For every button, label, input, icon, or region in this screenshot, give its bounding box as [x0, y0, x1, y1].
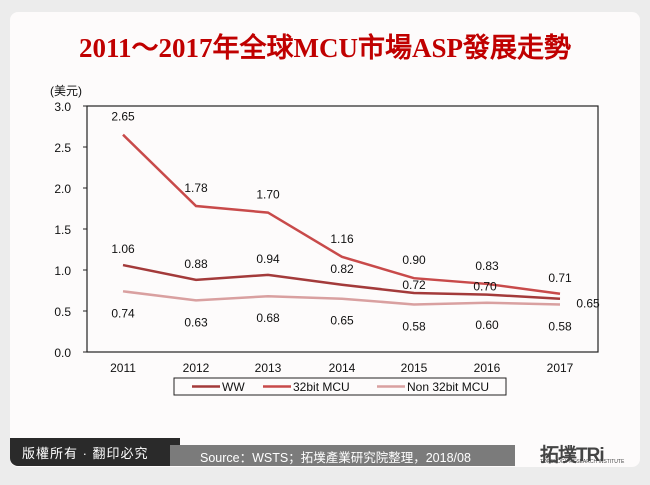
data-label: 0.68 — [256, 311, 280, 325]
data-label: 0.63 — [184, 315, 208, 329]
y-tick-label: 0.0 — [54, 346, 71, 360]
series-line-32bit-mcu — [122, 133, 561, 296]
data-label: 0.88 — [184, 257, 208, 271]
x-tick-label: 2013 — [255, 361, 282, 375]
y-tick-label: 2.0 — [54, 182, 71, 196]
source-text: Source：WSTS；拓墣產業研究院整理，2018/08 — [200, 451, 471, 465]
data-label: 2.65 — [111, 110, 135, 124]
data-label: 0.90 — [402, 253, 426, 267]
data-label: 0.74 — [111, 306, 135, 320]
x-tick-label: 2014 — [329, 361, 356, 375]
series-line-non-32bit-mcu — [122, 290, 561, 306]
logo-text: 拓墣TRi — [540, 445, 605, 466]
data-label: 1.70 — [256, 188, 280, 202]
legend-box — [173, 377, 507, 396]
y-tick-label: 2.5 — [54, 141, 71, 155]
data-label: 0.94 — [256, 252, 280, 266]
y-tick-label: 0.5 — [54, 305, 71, 319]
x-tick-label: 2012 — [183, 361, 210, 375]
y-axis-unit: (美元) — [50, 84, 82, 98]
y-tick-label: 1.5 — [54, 223, 71, 237]
data-label: 0.70 — [473, 280, 497, 294]
tri-logo: 拓墣TRi TOPOLOGY RESEARCH INSTITUTE — [540, 440, 635, 468]
x-tick-label: 2017 — [547, 361, 574, 375]
x-tick-label: 2011 — [110, 361, 136, 375]
data-label: 1.06 — [111, 242, 135, 256]
data-label: 0.71 — [548, 271, 572, 285]
source-bar — [170, 445, 515, 466]
data-label: 0.58 — [548, 319, 572, 333]
data-label: 1.16 — [330, 232, 354, 246]
data-label: 0.65 — [330, 314, 354, 328]
chart-title: 2011～2017年全球MCU市場ASP發展走勢 — [79, 33, 571, 63]
data-label: 0.60 — [475, 318, 499, 332]
x-tick-label: 2015 — [401, 361, 428, 375]
data-label: 0.65 — [576, 297, 600, 311]
legend-label: WW — [222, 380, 245, 394]
y-tick-label: 3.0 — [54, 100, 71, 114]
data-label: 0.82 — [330, 262, 354, 276]
slide-card — [10, 12, 640, 467]
y-tick-label: 1.0 — [54, 264, 71, 278]
legend-label: Non 32bit MCU — [407, 380, 489, 394]
data-label: 1.78 — [184, 181, 208, 195]
copyright-text: 版權所有 · 翻印必究 — [22, 446, 149, 461]
x-tick-label: 2016 — [474, 361, 501, 375]
legend-label: 32bit MCU — [293, 380, 350, 394]
logo-subtext: TOPOLOGY RESEARCH INSTITUTE — [540, 459, 625, 465]
copyright-bar — [10, 438, 180, 466]
series-line-ww — [122, 263, 561, 300]
data-label: 0.72 — [402, 278, 426, 292]
data-label: 0.58 — [402, 319, 426, 333]
data-label: 0.83 — [475, 259, 499, 273]
